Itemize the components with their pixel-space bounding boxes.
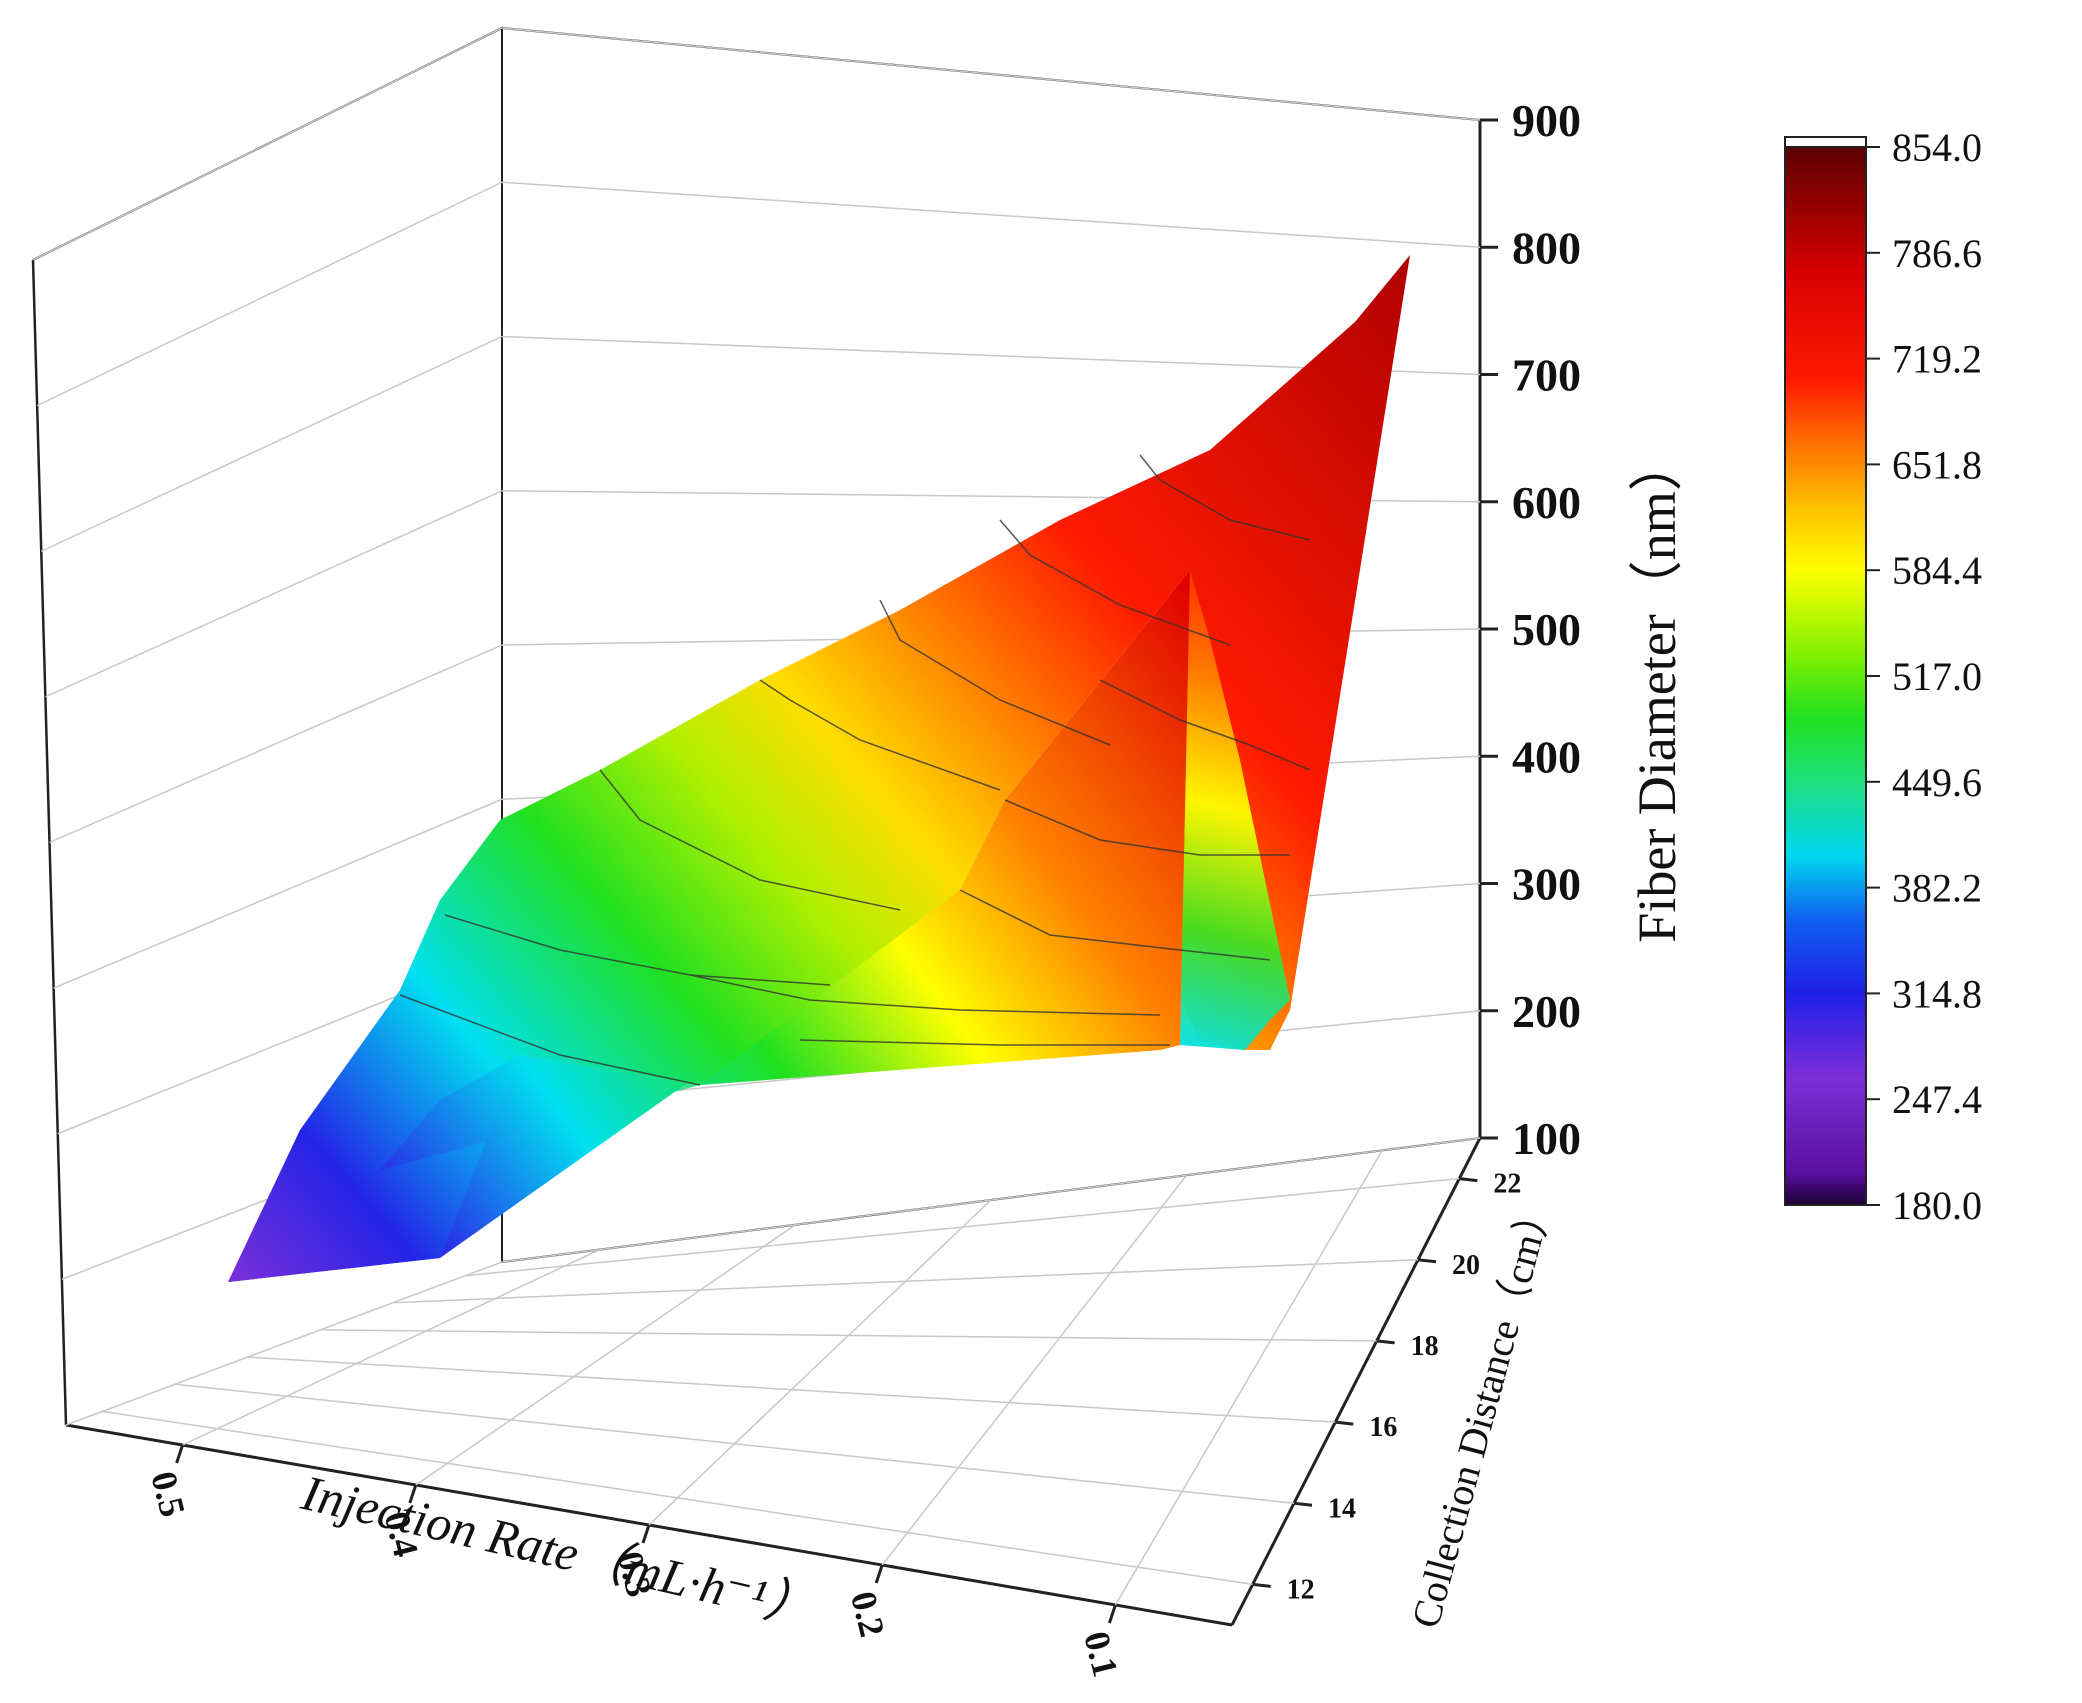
z-gridline-left-wall [53,798,503,989]
axis-tick-marks [175,118,1498,1624]
y-gridline [102,1410,1253,1586]
contour-line [689,974,1161,1016]
colorbar-gradient [1784,146,1867,1206]
x-gridline [1114,1150,1383,1606]
z-gridline-left-wall [36,181,503,407]
z-tick-label: 500 [1512,604,1581,655]
x-tick-mark [175,1444,185,1464]
z-tick-label: 200 [1512,986,1581,1037]
z-tick-label: 600 [1512,477,1581,528]
contour-line [799,1039,1170,1046]
y-gridline [392,1259,1419,1304]
surface-back-sheet [228,255,1410,1282]
contour-line [999,519,1231,646]
y-tick-label: 16 [1369,1412,1397,1443]
z-tick-label: 900 [1512,95,1581,146]
contour-line [1099,679,1311,771]
colorbar-tick-label: 719.2 [1892,337,1982,382]
colorbar-tick-label: 449.6 [1892,760,1982,805]
contour-line [1004,799,1290,856]
z-gridline-left-wall [45,490,503,698]
contour-lines [399,454,1311,1086]
x-gridline [881,1174,1188,1566]
x-tick-label: 0.1 [1076,1627,1126,1680]
colorbar-tick-label: 314.8 [1892,971,1982,1016]
z-gridline-left-wall [65,1261,503,1426]
y-tick-mark [1252,1582,1271,1588]
colorbar-cap [1784,136,1867,148]
y-tick-mark [1335,1420,1354,1426]
y-tick-label: 22 [1493,1169,1521,1200]
x-gridline [648,1199,992,1526]
z-gridline-left-wall [49,644,503,844]
z-gridline [501,27,1481,121]
z-tick-label: 300 [1512,859,1581,910]
contour-line [1139,454,1311,541]
y-axis-line [1230,1137,1482,1626]
colorbar-tick-label: 786.6 [1892,231,1982,276]
surface-plot [228,255,1410,1282]
x-gridline [182,1248,601,1446]
y-tick-mark [1293,1501,1313,1507]
x-tick-mark [641,1524,651,1544]
y-tick-mark [1417,1258,1437,1264]
y-axis-label: Collection Distance（cm） [1403,1191,1562,1633]
z-gridline [501,181,1481,248]
x-tick-mark [1107,1604,1117,1624]
y-tick-label: 14 [1328,1493,1356,1524]
x-tick-label: 0.2 [843,1587,893,1640]
y-tick-label: 20 [1452,1250,1480,1281]
colorbar-tick-label: 247.4 [1892,1077,1982,1122]
contour-line [599,769,901,911]
z-tick-label: 800 [1512,222,1581,273]
x-tick-mark [874,1564,884,1584]
contour-line [959,889,1271,961]
colorbar-tick-label: 584.4 [1892,548,1982,593]
contour-line [444,914,831,986]
contour-line [879,599,1111,746]
y-tick-labels: 12 14 16 18 20 22 [1287,1169,1522,1606]
x-tick-mark [408,1484,418,1504]
x-tick-label: 0.5 [143,1467,193,1520]
y-gridline [174,1383,1295,1504]
colorbar-ticks [1866,146,1880,1206]
contour-line [759,679,1001,791]
x-gridline [415,1224,796,1486]
z-tick-label: 400 [1512,731,1581,782]
colorbar-tick-label: 180.0 [1892,1183,1982,1228]
z-axis-label: Fiber Diameter（nm） [1627,437,1687,942]
z-tick-label: 700 [1512,350,1581,401]
y-tick-mark [1376,1339,1395,1345]
colorbar: 854.0 786.6 719.2 651.8 584.4 517.0 449.6 382.2… [1784,125,1982,1228]
colorbar-tick-label: 854.0 [1892,125,1982,170]
colorbar-tick-label: 517.0 [1892,654,1982,699]
z-gridline-left-wall [32,27,503,261]
z-tick-label: 100 [1512,1113,1581,1164]
y-tick-label: 18 [1411,1331,1439,1362]
y-tick-label: 12 [1287,1574,1315,1605]
y-gridline [247,1356,1336,1423]
colorbar-tick-label: 382.2 [1892,866,1982,911]
y-gridline [320,1329,1377,1342]
surface-front-sheet-overlay [380,570,1190,1170]
y-tick-mark [1459,1177,1478,1183]
x-axis-label: Injection Rate（mL·h⁻¹） [296,1464,821,1637]
surface-right-fold [1180,570,1290,1050]
colorbar-tick-label: 651.8 [1892,442,1982,487]
z-gridline-left-wall [40,335,503,552]
y-gridline [465,1177,1460,1277]
contour-line [399,994,701,1086]
z-tick-labels: 100 200 300 400 500 600 700 800 900 [1512,95,1581,1164]
colorbar-labels: 854.0 786.6 719.2 651.8 584.4 517.0 449.6 382.2… [1892,125,1982,1228]
